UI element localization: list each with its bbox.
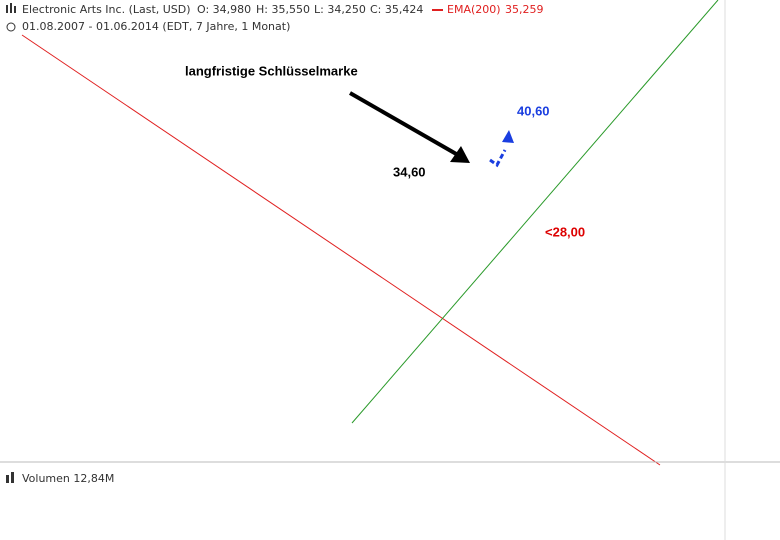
ema-legend: EMA(200) (447, 3, 501, 16)
annotation-arrow (349, 91, 459, 157)
annotation: 34,60 (393, 164, 426, 179)
header-icon (14, 6, 16, 13)
clock-icon (6, 22, 16, 32)
volume-icon (6, 475, 9, 483)
uptrend-line (351, 0, 719, 424)
annotation: <28,00 (545, 224, 585, 239)
volume-title: Volumen 12,84M (22, 472, 114, 485)
target-arrowhead (502, 130, 514, 143)
annotation: 40,60 (517, 103, 550, 118)
header-high: H: 35,550 (256, 3, 310, 16)
volume-icon (11, 472, 14, 483)
header-open: O: 34,980 (197, 3, 251, 16)
header-icon (10, 3, 12, 13)
annotation: langfristige Schlüsselmarke (185, 63, 358, 78)
header-icon (6, 5, 8, 13)
header-period: 01.08.2007 - 01.06.2014 (EDT, 7 Jahre, 1… (22, 20, 290, 33)
target-arrow (489, 149, 507, 168)
header: Electronic Arts Inc. (Last, USD) O: 34,9… (6, 2, 545, 35)
annotation-arrowhead (450, 146, 470, 163)
header-title: Electronic Arts Inc. (Last, USD) (22, 3, 191, 16)
header-close: C: 35,424 (370, 3, 423, 16)
ema-value: 35,259 (505, 3, 544, 16)
downtrend-line (21, 34, 661, 466)
header-low: L: 34,250 (314, 3, 366, 16)
